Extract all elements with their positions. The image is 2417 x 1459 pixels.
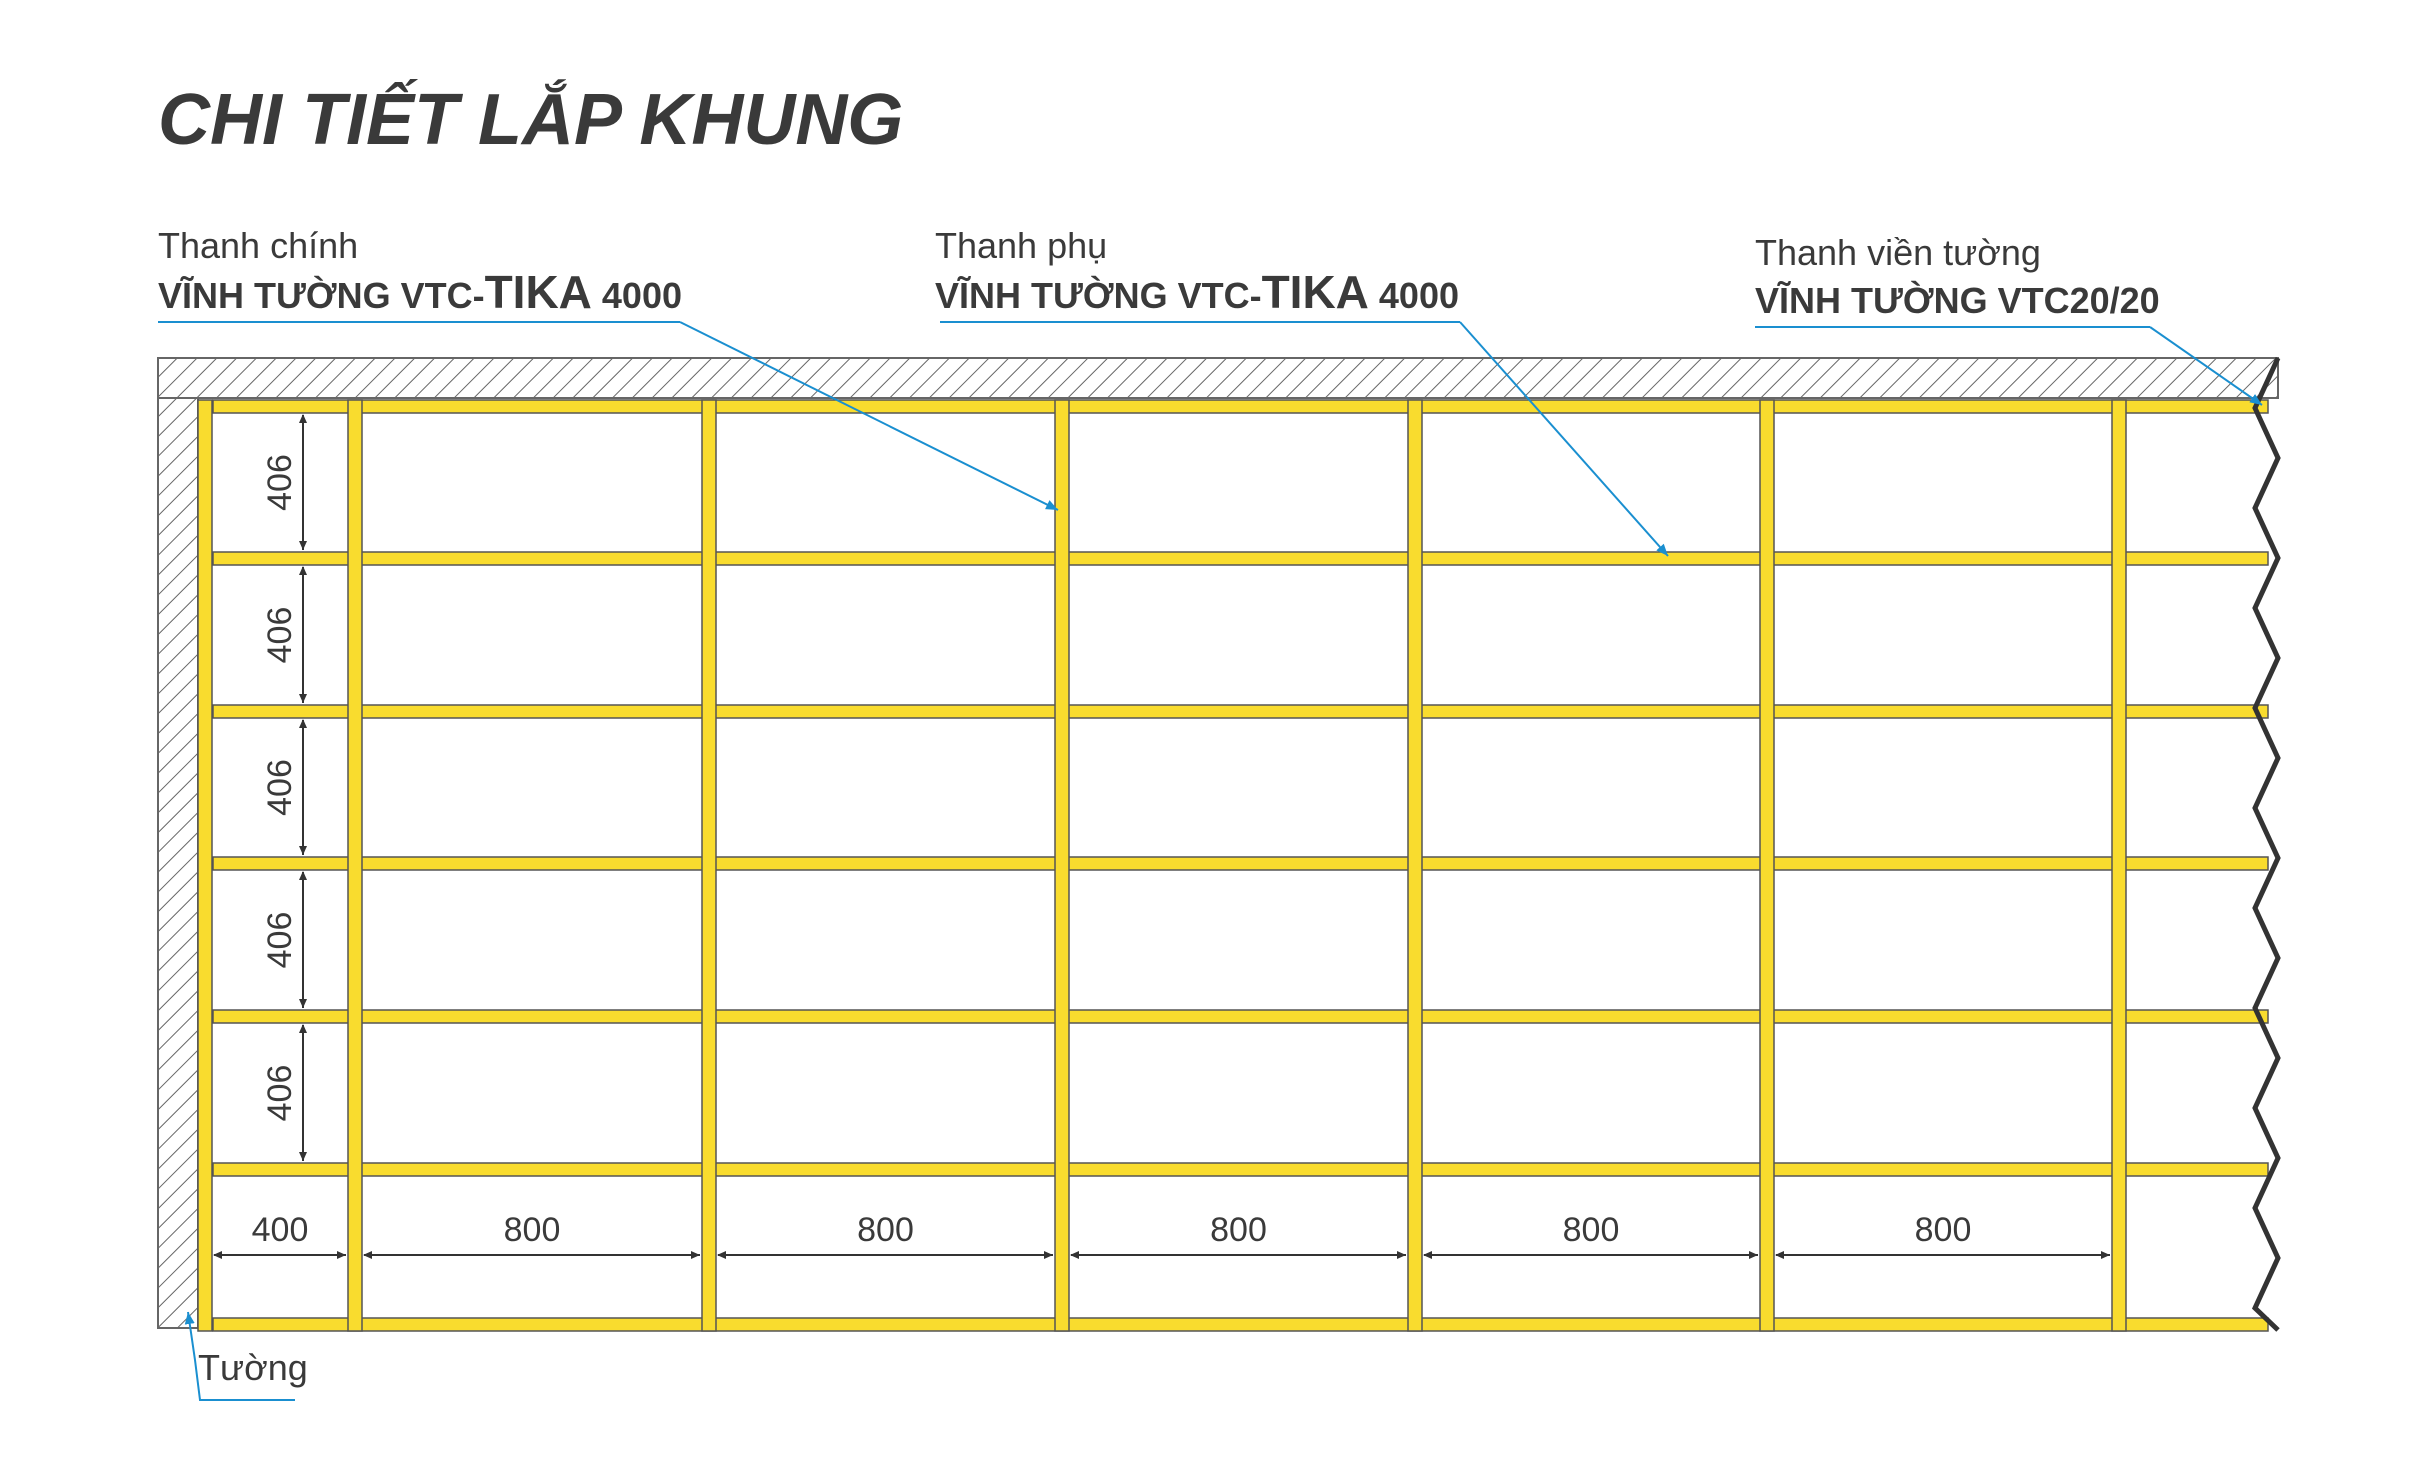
- wall-label: Tường: [198, 1347, 308, 1388]
- dimension-label-vertical: 406: [261, 759, 299, 816]
- sub-bar-horizontal: [212, 1162, 2269, 1177]
- main-bar-vertical: [1759, 399, 1775, 1332]
- main-bar-leader: [679, 321, 1059, 511]
- dimension-label-vertical: 406: [261, 607, 299, 664]
- sub-bar-leader: [1459, 321, 1669, 557]
- leader-underlines: [158, 321, 2150, 328]
- main-bar-vertical: [347, 399, 363, 1332]
- edge-bar-label: Thanh viền tường VĨNH TƯỜNG VTC20/20: [1755, 232, 2160, 321]
- dimension-label-vertical: 406: [261, 912, 299, 969]
- sub-bar-horizontal: [212, 399, 2269, 414]
- sub-bar-horizontal: [212, 704, 2269, 719]
- dimension-label-horizontal: 800: [504, 1211, 561, 1249]
- sub-bar-horizontal: [212, 551, 2269, 566]
- edge-bar-vertical: [197, 399, 213, 1332]
- dimension-label-horizontal: 800: [1210, 1211, 1267, 1249]
- wall-leader: [184, 1311, 295, 1401]
- dimension-label-vertical: 406: [261, 454, 299, 511]
- edge-bar-label-line1: Thanh viền tường: [1755, 232, 2041, 273]
- frame-bars: [197, 399, 2269, 1332]
- dimension-label-vertical: 406: [261, 1065, 299, 1122]
- main-bar-label-line1: Thanh chính: [158, 225, 358, 266]
- main-bar-vertical: [701, 399, 717, 1332]
- dimension-label-horizontal: 400: [252, 1211, 309, 1249]
- sub-bar-label-line2: VĨNH TƯỜNG VTC-TIKA 4000: [935, 266, 1459, 318]
- sub-bar-horizontal: [212, 1009, 2269, 1024]
- horizontal-dimensions: 400 800 800 800 800 800: [213, 1211, 2110, 1259]
- main-bar-label-line2: VĨNH TƯỜNG VTC-TIKA 4000: [158, 266, 682, 318]
- main-bar-vertical: [2111, 399, 2127, 1332]
- leader-lines: [184, 321, 2263, 1401]
- top-wall-hatch: [157, 357, 2279, 399]
- break-line-icon: [2251, 356, 2281, 1332]
- page-title: CHI TIẾT LẮP KHUNG: [158, 79, 903, 160]
- sub-bar-label: Thanh phụ VĨNH TƯỜNG VTC-TIKA 4000: [935, 225, 1459, 318]
- main-bar-vertical: [1054, 399, 1070, 1332]
- dimension-label-horizontal: 800: [1915, 1211, 1972, 1249]
- sub-bar-label-line1: Thanh phụ: [935, 225, 1107, 266]
- dimension-label-horizontal: 800: [1563, 1211, 1620, 1249]
- main-bar-vertical: [1407, 399, 1423, 1332]
- main-bar-label: Thanh chính VĨNH TƯỜNG VTC-TIKA 4000: [158, 225, 682, 318]
- sub-bar-horizontal: [212, 1317, 2269, 1332]
- sub-bar-horizontal: [212, 856, 2269, 871]
- edge-bar-label-line2: VĨNH TƯỜNG VTC20/20: [1755, 279, 2160, 321]
- vertical-dimensions: 406 406 406 406 406: [261, 414, 307, 1161]
- edge-bar-leader: [2149, 326, 2263, 406]
- dimension-label-horizontal: 800: [857, 1211, 914, 1249]
- hatch-wall-icon: [157, 397, 199, 1329]
